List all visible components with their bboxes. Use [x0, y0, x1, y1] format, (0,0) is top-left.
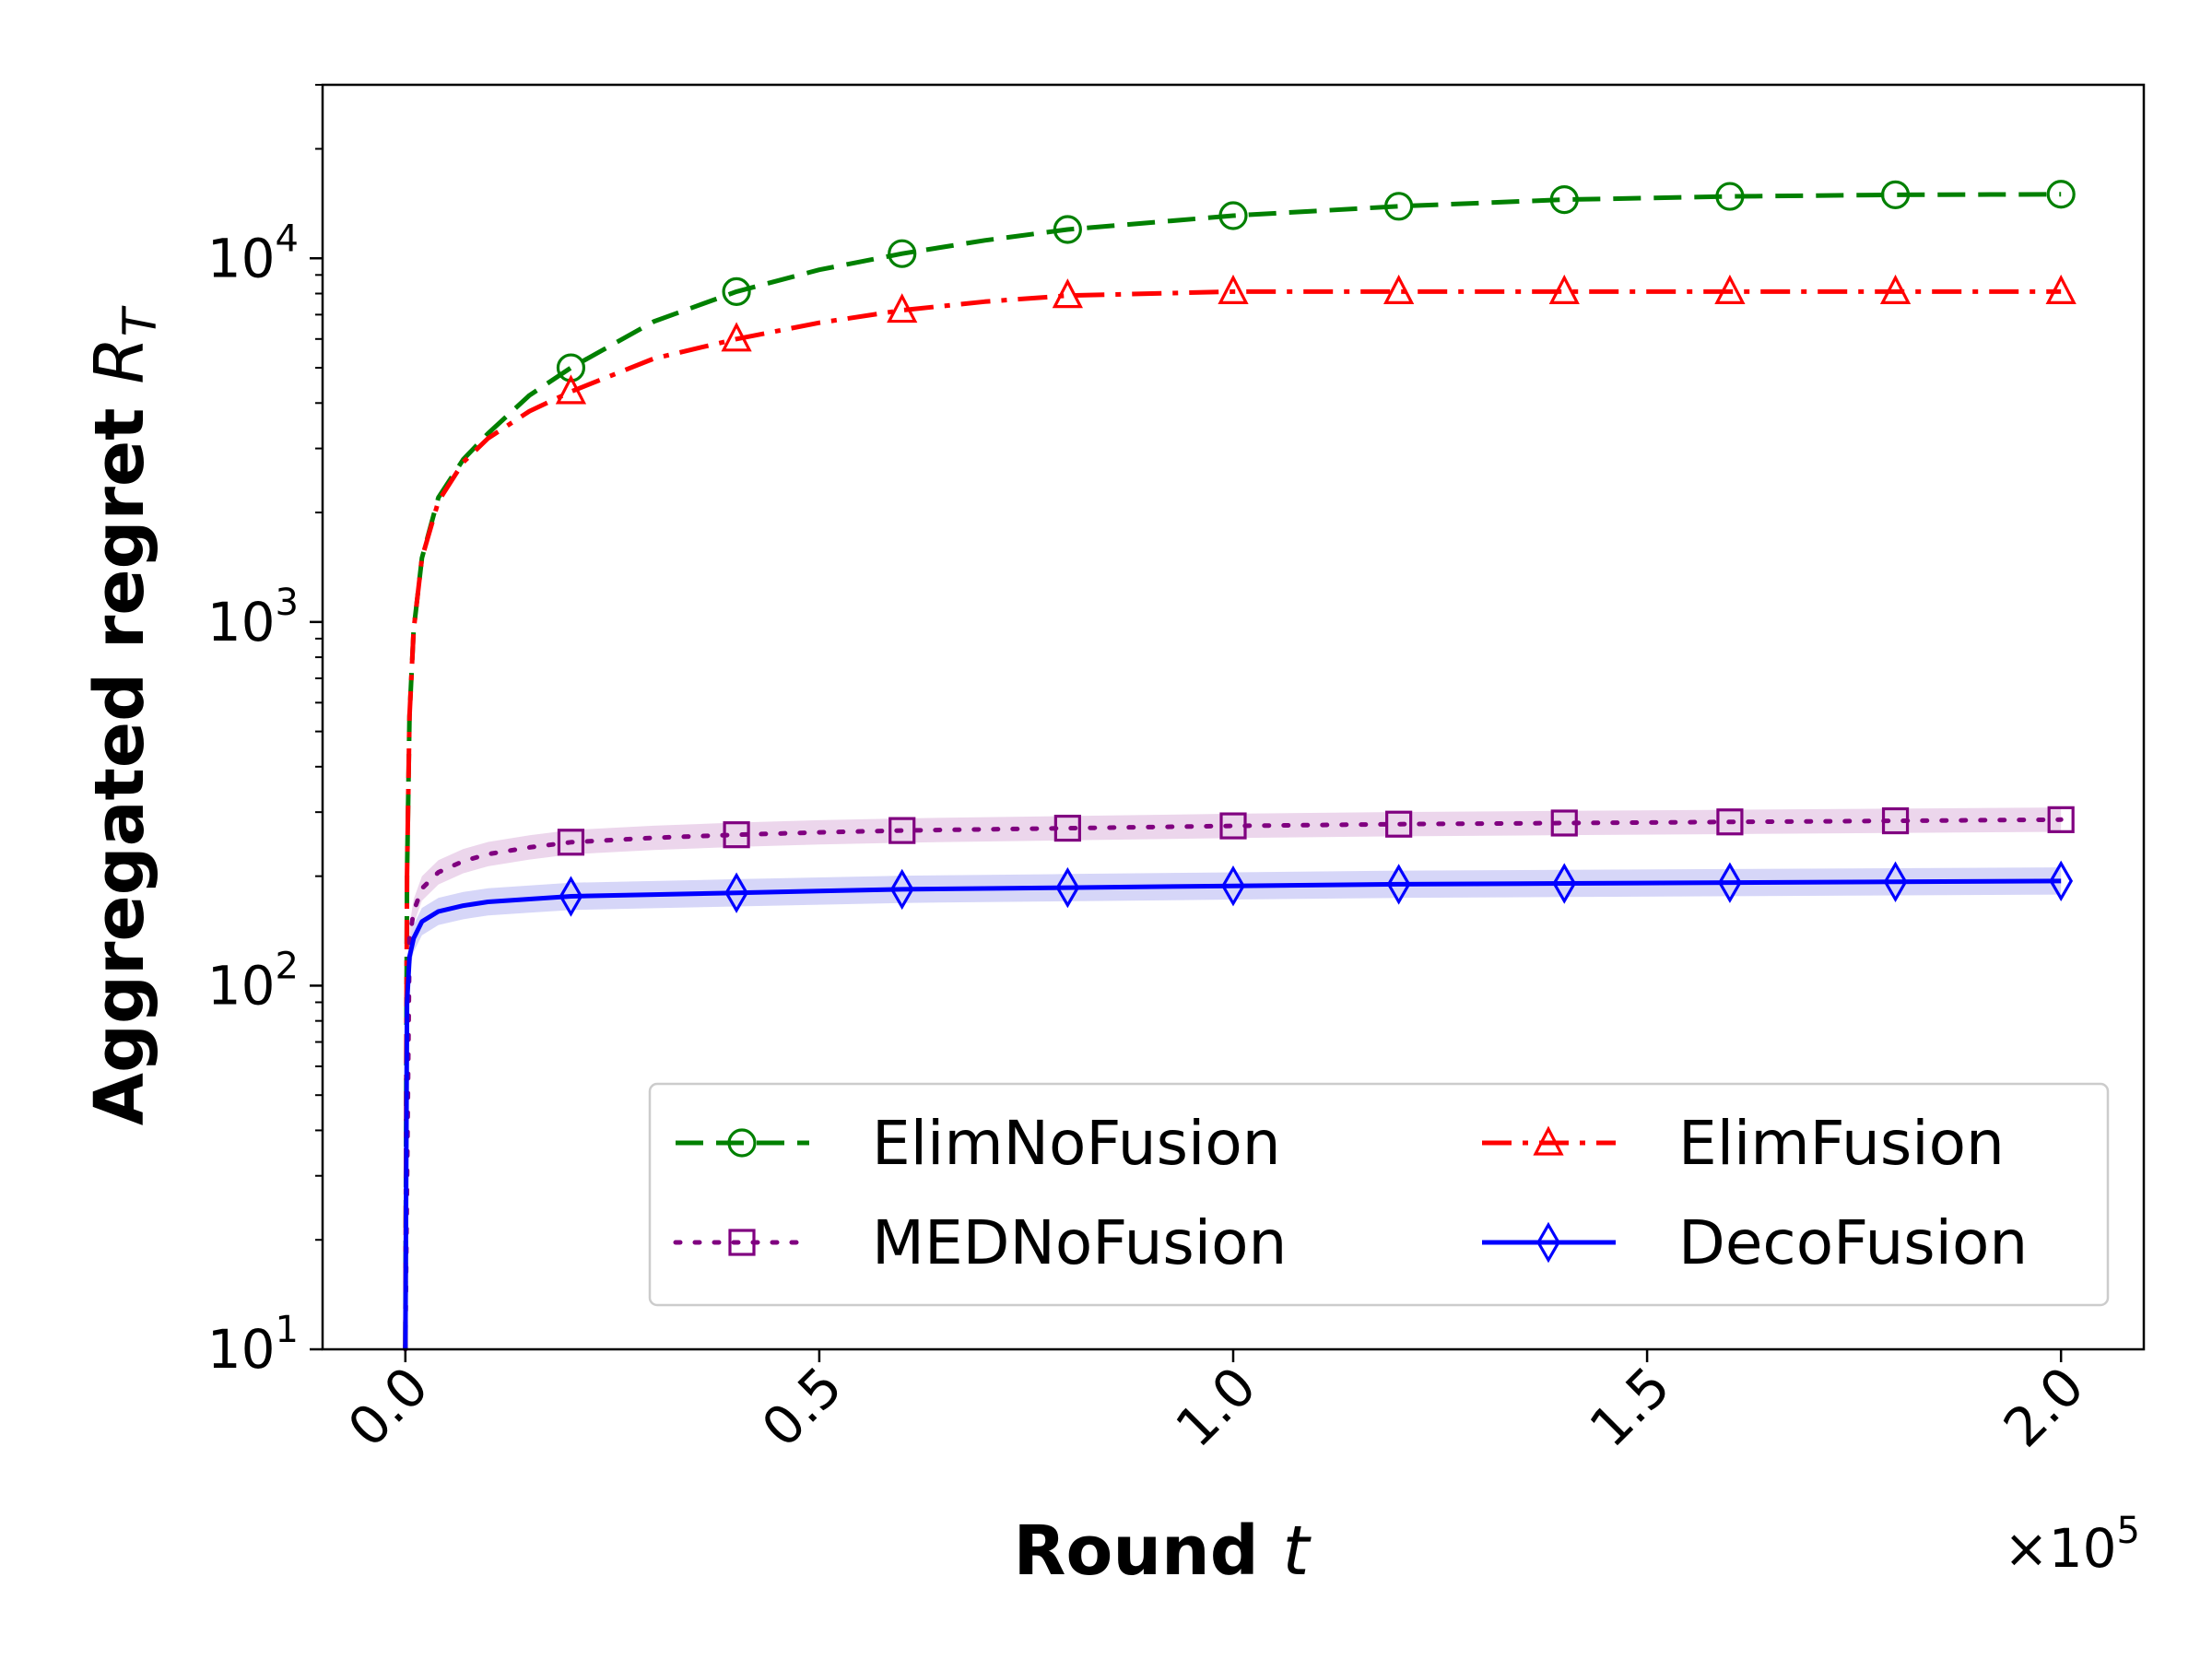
elimfusion-marker: [1879, 274, 1912, 304]
x-axis-multiplier: ×105: [2004, 1510, 2140, 1580]
mednofusion-marker: [1219, 812, 1247, 840]
decofusion-marker: [889, 868, 914, 911]
elimnofusion-marker: [1549, 184, 1579, 215]
legend: ElimNoFusion ElimFusion MEDNoFusion DecoFus…: [648, 1082, 2110, 1307]
elimnofusion-marker: [1218, 201, 1248, 230]
y-axis-variable: R: [80, 336, 159, 383]
mednofusion-marker: [1716, 808, 1744, 836]
elimfusion-marker: [1548, 274, 1580, 304]
decofusion-marker: [2049, 860, 2074, 902]
mednofusion-marker: [1550, 809, 1578, 837]
mednofusion-marker: [1385, 810, 1413, 838]
decofusion-marker: [1221, 865, 1245, 907]
y-tick-label: 103: [207, 582, 299, 653]
legend-label-decofusion: DecoFusion: [1678, 1207, 2028, 1278]
elimfusion-marker: [1714, 274, 1746, 304]
y-tick-label: 104: [207, 218, 299, 289]
x-axis-variable: t: [1282, 1512, 1312, 1591]
elimfusion-marker: [721, 322, 752, 352]
decofusion-marker: [1055, 866, 1080, 909]
mednofusion-marker: [888, 817, 916, 844]
mednofusion-marker: [723, 821, 750, 849]
decofusion-marker: [1386, 864, 1411, 905]
y-axis-label: Aggregated regret RT: [80, 305, 167, 1125]
decofusion-line: [403, 878, 2062, 1350]
elimnofusion-marker: [1880, 180, 1911, 209]
y-tick-label: 101: [207, 1309, 299, 1381]
y-tick-label: 102: [207, 945, 299, 1017]
elimfusion-marker: [1052, 278, 1083, 309]
legend-marker-elimnofusion: [727, 1128, 757, 1158]
legend-label-elimnofusion: ElimNoFusion: [872, 1108, 1281, 1179]
elimfusion-marker: [887, 293, 918, 324]
elimfusion-marker: [555, 374, 587, 405]
decofusion-marker: [559, 876, 583, 917]
series-markers: [555, 180, 2077, 917]
legend-marker-mednofusion: [728, 1229, 756, 1256]
mednofusion-marker: [1881, 806, 1910, 835]
elimfusion-marker: [2045, 274, 2077, 304]
elimnofusion-marker: [722, 276, 751, 306]
mednofusion-line: [403, 817, 2064, 1352]
elimfusion-marker: [1383, 274, 1415, 304]
elimfusion-line: [403, 288, 2062, 1350]
x-axis-multiplier-exponent: 5: [2117, 1510, 2140, 1552]
y-axis-ticks: 101 102 103 104: [207, 84, 323, 1381]
elimfusion-marker: [1218, 274, 1249, 304]
y-axis-variable-subscript: T: [113, 305, 167, 336]
decofusion-marker: [724, 872, 748, 913]
mednofusion-marker: [2047, 806, 2075, 833]
decofusion-marker: [1718, 862, 1742, 903]
legend-box: [648, 1082, 2110, 1307]
elimnofusion-marker: [1053, 215, 1082, 244]
decofusion-marker: [1883, 861, 1908, 902]
series-lines: [403, 192, 2064, 1352]
mednofusion-marker: [557, 829, 585, 856]
legend-marker-elimfusion: [1533, 1125, 1564, 1156]
mednofusion-marker: [1053, 814, 1081, 842]
elimnofusion-marker: [1384, 192, 1414, 221]
elimnofusion-marker: [888, 239, 917, 268]
legend-label-mednofusion: MEDNoFusion: [872, 1207, 1287, 1278]
x-axis-label: Round t: [1014, 1512, 1312, 1591]
legend-marker-decofusion: [1536, 1221, 1560, 1264]
legend-label-elimfusion: ElimFusion: [1678, 1108, 2005, 1179]
decofusion-marker: [1552, 863, 1577, 904]
elimnofusion-marker: [2046, 180, 2076, 209]
elimnofusion-marker: [1715, 182, 1745, 211]
